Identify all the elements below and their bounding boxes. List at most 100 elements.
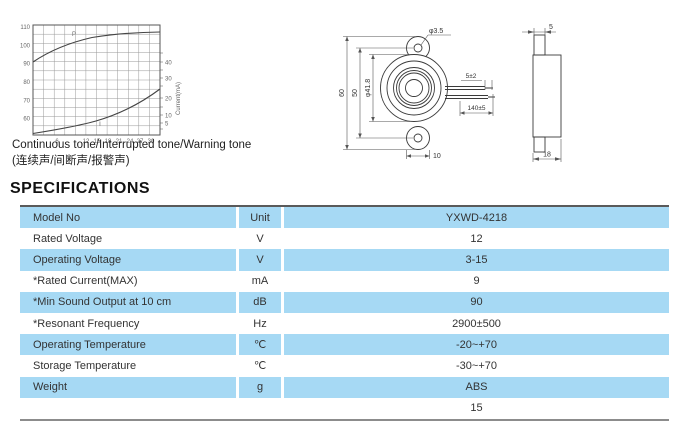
spec-value: 3-15 bbox=[284, 249, 669, 271]
dim-diameter: φ41.8 bbox=[365, 79, 372, 97]
spec-label: Weight bbox=[20, 376, 236, 398]
specifications-table: Model No Unit YXWD-4218 Rated Voltage V … bbox=[20, 205, 669, 421]
table-row: *Min Sound Output at 10 cm dB 90 bbox=[20, 291, 669, 313]
x-tick: 27 bbox=[137, 139, 144, 145]
y-left-tick: 60 bbox=[23, 117, 30, 123]
table-row: Operating Temperature ℃ -20~+70 bbox=[20, 334, 669, 356]
spec-label: Operating Voltage bbox=[20, 249, 236, 271]
x-tick: 30 bbox=[148, 139, 155, 145]
x-tick: 15 bbox=[94, 139, 101, 145]
series-label-p: P bbox=[72, 32, 76, 38]
table-row: Rated Voltage V 12 bbox=[20, 228, 669, 249]
dim-thickness: 5 bbox=[549, 24, 553, 31]
y-right-axis-label: Current(mA) bbox=[176, 82, 182, 115]
dim-depth: 18 bbox=[543, 152, 551, 159]
table-row: Weight g ABS bbox=[20, 376, 669, 398]
body-ring bbox=[386, 60, 442, 116]
spec-unit: V bbox=[256, 232, 264, 245]
side-view-drawing: 5 18 bbox=[522, 24, 562, 162]
section-title: SPECIFICATIONS bbox=[10, 180, 151, 197]
spec-value: -30~+70 bbox=[456, 359, 497, 372]
spec-value: 12 bbox=[470, 232, 483, 245]
chart-plot-border bbox=[32, 24, 161, 136]
spec-unit: dB bbox=[239, 291, 281, 313]
front-view-drawing: φ3.5 60 50 φ41.8 5±2 140±5 10 bbox=[339, 28, 495, 160]
dim-lead-tip: 5±2 bbox=[466, 73, 477, 80]
lead-wires bbox=[445, 86, 495, 99]
dimension-arrows bbox=[345, 36, 493, 158]
x-tick: 18 bbox=[105, 139, 112, 145]
spec-value: -20~+70 bbox=[284, 334, 669, 356]
spec-value: 9 bbox=[473, 275, 480, 288]
performance-chart: P I 110 100 90 80 70 60 40 30 20 10 5 Cu… bbox=[20, 24, 182, 145]
bottom-mount-hole bbox=[413, 133, 423, 143]
spec-unit: g bbox=[239, 376, 281, 398]
table-row: Model No Unit YXWD-4218 bbox=[20, 207, 669, 229]
y-right-tick: 40 bbox=[165, 61, 172, 67]
spec-label: Storage Temperature bbox=[33, 359, 137, 372]
sound-hole bbox=[405, 79, 423, 97]
spec-unit: Hz bbox=[253, 317, 267, 330]
spec-unit: V bbox=[239, 249, 281, 271]
table-row: 15 bbox=[20, 398, 669, 419]
y-right-tick: 20 bbox=[165, 97, 172, 103]
y-right-tick: 30 bbox=[165, 77, 172, 83]
top-mount-hole bbox=[413, 43, 423, 53]
side-bottom-tab bbox=[533, 136, 546, 153]
spec-unit: Unit bbox=[239, 207, 281, 229]
spec-label: Operating Temperature bbox=[20, 334, 236, 356]
chart-gridlines bbox=[33, 25, 160, 135]
y-left-tick: 80 bbox=[23, 80, 30, 86]
spec-label: *Resonant Frequency bbox=[33, 317, 140, 330]
tone-caption-zh: (连续声/间断声/报警声) bbox=[12, 155, 130, 167]
tone-caption: Continuous tone/Interrupted tone/Warning… bbox=[12, 137, 251, 169]
dimension-lines bbox=[343, 34, 494, 159]
x-tick: 21 bbox=[116, 139, 123, 145]
spec-label bbox=[20, 398, 236, 419]
spec-unit: mA bbox=[251, 275, 269, 288]
y-right-tick: 5 bbox=[165, 122, 169, 128]
body-ring bbox=[393, 67, 435, 109]
spec-label: Rated Voltage bbox=[33, 232, 103, 245]
spec-value: 15 bbox=[470, 402, 483, 415]
spec-label: Model No bbox=[20, 207, 236, 229]
curve-current bbox=[32, 88, 161, 135]
right-axis-ticks bbox=[160, 52, 163, 130]
dim-lead-length: 140±5 bbox=[467, 105, 485, 112]
body-ring bbox=[398, 72, 430, 104]
dim-spacing: 50 bbox=[352, 89, 359, 97]
x-tick: 12 bbox=[83, 139, 90, 145]
table-row: *Resonant Frequency Hz 2900±500 bbox=[20, 313, 669, 334]
spec-value: ABS bbox=[284, 376, 669, 398]
spec-value: YXWD-4218 bbox=[284, 207, 669, 229]
side-top-tab bbox=[533, 34, 546, 56]
spec-label: *Rated Current(MAX) bbox=[33, 275, 138, 288]
series-label-i: I bbox=[99, 122, 101, 128]
table-row: Operating Voltage V 3-15 bbox=[20, 249, 669, 271]
curve-spl bbox=[32, 31, 161, 63]
side-body bbox=[532, 54, 562, 138]
x-tick: 6 bbox=[55, 139, 59, 145]
body-outer-circle bbox=[380, 54, 448, 122]
y-right-tick: 10 bbox=[165, 114, 172, 120]
dimension-lines bbox=[522, 28, 562, 162]
spec-value: 2900±500 bbox=[452, 317, 501, 330]
x-tick: 24 bbox=[127, 139, 134, 145]
spec-label: *Min Sound Output at 10 cm bbox=[20, 291, 236, 313]
table-row: Storage Temperature ℃ -30~+70 bbox=[20, 355, 669, 376]
spec-value: 90 bbox=[284, 291, 669, 313]
body-ring bbox=[396, 70, 432, 106]
spec-unit: ℃ bbox=[253, 360, 267, 373]
tone-caption-en: Continuous tone/Interrupted tone/Warning… bbox=[12, 139, 252, 151]
y-left-tick: 70 bbox=[23, 98, 30, 104]
y-left-tick: 110 bbox=[20, 25, 30, 31]
dim-hole: φ3.5 bbox=[429, 28, 443, 35]
spec-unit: ℃ bbox=[239, 334, 281, 356]
dim-height: 60 bbox=[339, 89, 346, 97]
y-left-tick: 100 bbox=[20, 43, 31, 49]
spec-unit bbox=[239, 398, 281, 419]
y-left-tick: 90 bbox=[23, 62, 30, 68]
dim-tab-width: 10 bbox=[433, 153, 441, 160]
table-row: *Rated Current(MAX) mA 9 bbox=[20, 271, 669, 292]
